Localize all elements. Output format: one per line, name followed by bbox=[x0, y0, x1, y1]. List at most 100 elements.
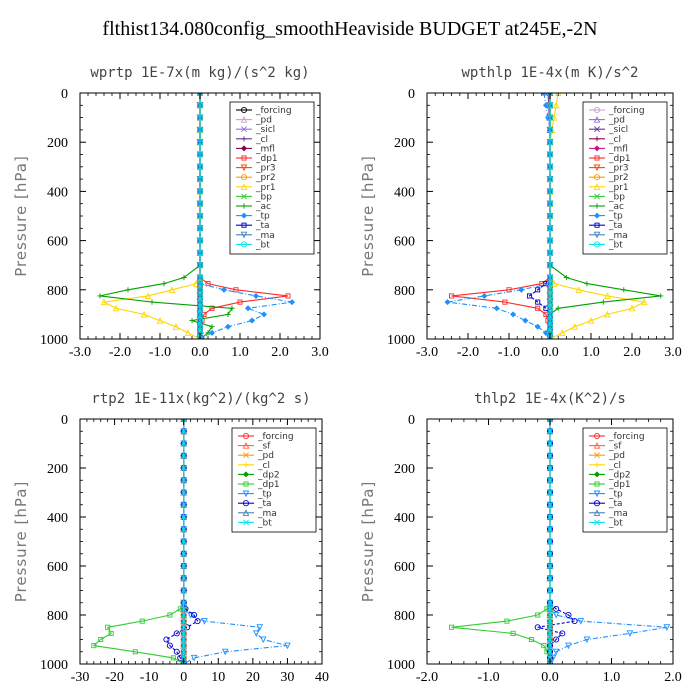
panel-2: wpthlp 1E-4x(m K)/s^2 Pressure [hPa] -3.0 -… bbox=[359, 65, 682, 360]
data-point bbox=[502, 299, 508, 305]
y-axis-label: Pressure [hPa] bbox=[12, 481, 30, 603]
x-tick-label: 3.0 bbox=[311, 345, 329, 360]
legend-marker bbox=[593, 183, 601, 190]
x-tick-label: -2.0 bbox=[457, 345, 479, 360]
data-point bbox=[535, 287, 541, 293]
x-tick-label: 1.0 bbox=[603, 670, 621, 685]
data-point bbox=[575, 286, 583, 293]
y-tick-label: 600 bbox=[47, 235, 68, 250]
data-point bbox=[196, 163, 204, 170]
x-tick-label: -30 bbox=[71, 670, 90, 685]
data-point bbox=[546, 317, 554, 324]
data-point bbox=[547, 612, 553, 618]
data-point bbox=[180, 465, 187, 471]
data-point bbox=[546, 274, 554, 281]
legend-entry: _ma bbox=[608, 509, 628, 519]
data-point bbox=[196, 292, 204, 300]
data-point bbox=[546, 286, 554, 293]
legend-entry: _tp bbox=[255, 212, 270, 222]
y-tick-label: 200 bbox=[394, 462, 415, 477]
data-point bbox=[546, 292, 554, 300]
legend-marker bbox=[240, 164, 248, 172]
data-point bbox=[449, 624, 455, 630]
x-tick-label: -1.0 bbox=[477, 670, 499, 685]
legend-entry: _sf bbox=[608, 442, 622, 452]
data-point bbox=[259, 636, 267, 644]
data-point bbox=[563, 274, 569, 281]
data-point bbox=[105, 624, 111, 630]
legend-marker bbox=[241, 136, 247, 142]
data-point bbox=[547, 452, 553, 459]
x-tick-label: 1.0 bbox=[231, 345, 249, 360]
data-point bbox=[180, 599, 187, 606]
legend-marker bbox=[593, 106, 601, 114]
legend-marker bbox=[594, 126, 600, 133]
legend-marker bbox=[593, 471, 601, 478]
y-tick-label: 400 bbox=[394, 511, 415, 526]
data-point bbox=[196, 237, 204, 244]
x-tick-label: 0 bbox=[180, 670, 187, 685]
legend: _forcing_sf_pd_cl_dp2_dp1_tp_ta_ma_bt bbox=[582, 427, 668, 533]
data-point bbox=[546, 126, 554, 133]
legend-entry: _ma bbox=[255, 231, 275, 241]
data-point bbox=[546, 188, 554, 195]
x-tick-label: 2.0 bbox=[664, 670, 682, 685]
data-point bbox=[180, 642, 187, 649]
x-tick-label: 20 bbox=[246, 670, 260, 685]
x-tick-label: -3.0 bbox=[69, 345, 91, 360]
y-axis-label: Pressure [hPa] bbox=[359, 155, 377, 277]
legend-marker bbox=[241, 155, 247, 161]
data-point bbox=[529, 636, 535, 643]
data-point bbox=[173, 630, 180, 637]
data-point bbox=[547, 654, 553, 661]
y-tick-label: 400 bbox=[47, 511, 68, 526]
legend-marker bbox=[242, 432, 250, 440]
data-point bbox=[546, 311, 554, 318]
y-tick-label: 0 bbox=[61, 413, 68, 428]
legend-entry: _bt bbox=[255, 240, 270, 250]
data-point bbox=[196, 102, 204, 109]
legend-entry: _sf bbox=[257, 442, 271, 452]
y-tick-label: 800 bbox=[394, 609, 415, 624]
legend-entry: _ma bbox=[257, 509, 277, 519]
data-point bbox=[449, 293, 455, 299]
x-tick-label: -20 bbox=[105, 670, 124, 685]
legend-marker bbox=[243, 519, 249, 526]
data-point bbox=[552, 648, 560, 656]
data-point bbox=[208, 329, 216, 336]
series-line-ac bbox=[99, 93, 233, 339]
legend-entry: _bp bbox=[255, 192, 272, 202]
data-point bbox=[224, 323, 232, 330]
legend-marker bbox=[594, 222, 600, 228]
data-point bbox=[518, 286, 525, 293]
data-point bbox=[112, 304, 120, 312]
data-point bbox=[180, 661, 187, 664]
data-point bbox=[196, 311, 204, 318]
legend-entry: _pr1 bbox=[255, 183, 276, 193]
data-point bbox=[180, 636, 187, 643]
data-point bbox=[180, 489, 187, 496]
data-point bbox=[196, 286, 204, 293]
data-point bbox=[196, 188, 204, 195]
data-point bbox=[167, 612, 173, 618]
legend-entry: _pr3 bbox=[608, 164, 629, 174]
data-point bbox=[547, 550, 553, 557]
x-tick-label: 0.0 bbox=[541, 670, 559, 685]
data-point bbox=[221, 648, 229, 656]
data-point bbox=[546, 225, 554, 232]
y-tick-label: 200 bbox=[47, 136, 68, 151]
legend-entry: _cl bbox=[255, 135, 268, 145]
data-point bbox=[180, 477, 187, 484]
legend-entry: _pr2 bbox=[608, 173, 629, 183]
legend-marker bbox=[594, 193, 600, 200]
data-point bbox=[180, 428, 187, 435]
data-point bbox=[584, 281, 590, 287]
data-point bbox=[640, 298, 648, 306]
legend-box bbox=[229, 101, 315, 255]
data-point bbox=[547, 419, 553, 422]
legend-marker bbox=[242, 441, 250, 449]
data-point bbox=[547, 648, 553, 655]
legend-marker bbox=[241, 203, 247, 209]
data-point bbox=[180, 526, 187, 533]
data-point bbox=[547, 587, 553, 594]
